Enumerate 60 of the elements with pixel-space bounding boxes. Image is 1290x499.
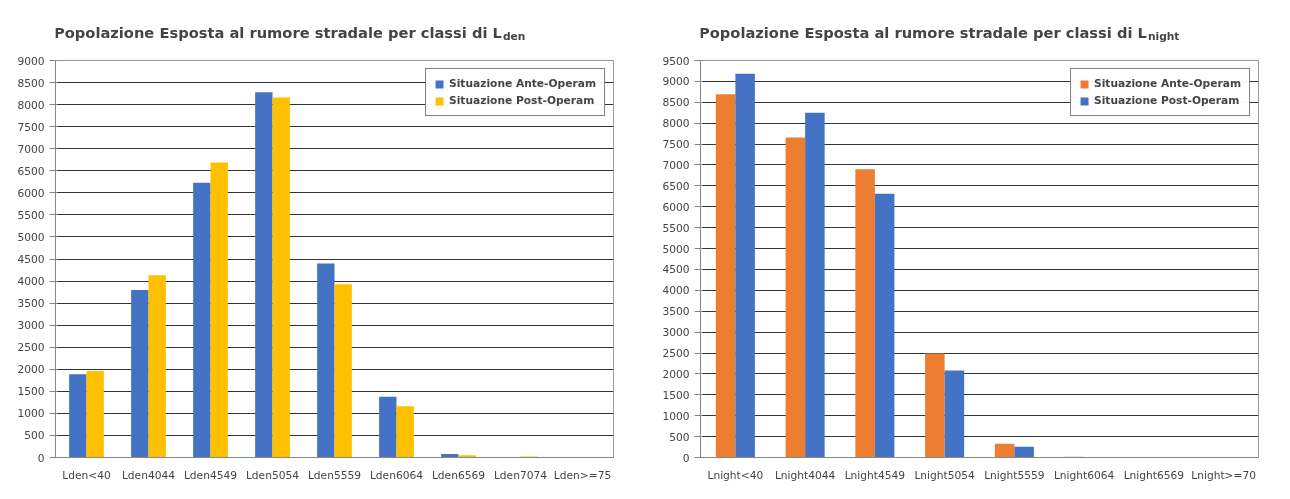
y-tick-label: 0 bbox=[682, 451, 690, 465]
y-tick-label: 7000 bbox=[662, 158, 690, 172]
y-tick-label: 2000 bbox=[17, 363, 45, 377]
y-tick-label: 5000 bbox=[17, 230, 45, 244]
y-tick-label: 6500 bbox=[17, 164, 45, 178]
y-tick-label: 7000 bbox=[17, 142, 45, 156]
y-tick-label: 1500 bbox=[17, 385, 45, 399]
x-tick-label: Lden6569 bbox=[431, 468, 486, 482]
y-tick-label: 0 bbox=[37, 451, 45, 465]
x-tick-label: Lden<40 bbox=[62, 468, 111, 482]
y-tick-label: 4500 bbox=[662, 263, 690, 277]
y-tick-label: 2500 bbox=[17, 341, 45, 355]
y-tick-label: 4500 bbox=[17, 253, 45, 266]
x-tick-label: Lnight5559 bbox=[984, 468, 1045, 482]
x-tick-label: Lden4549 bbox=[183, 468, 238, 482]
y-tick-label: 8500 bbox=[17, 76, 45, 90]
legend-label: Situazione Ante-Operam bbox=[449, 77, 596, 90]
y-tick-label: 3000 bbox=[662, 326, 690, 340]
y-tick-label: 9000 bbox=[17, 54, 45, 68]
x-tick-label: Lnight4044 bbox=[774, 468, 836, 482]
y-tick-label: 2000 bbox=[662, 367, 690, 381]
y-tick-label: 3000 bbox=[17, 319, 45, 333]
y-tick-label: 7500 bbox=[17, 120, 45, 134]
x-tick-label: Lden5054 bbox=[245, 468, 300, 482]
y-tick-label: 500 bbox=[24, 429, 45, 443]
y-tick-label: 8500 bbox=[662, 96, 690, 110]
y-tick-label: 9500 bbox=[662, 54, 690, 68]
y-tick-label: 500 bbox=[669, 430, 690, 444]
y-tick-label: 6000 bbox=[662, 200, 690, 214]
x-tick-label: Lden4044 bbox=[121, 468, 176, 482]
x-tick-label: Lden>=75 bbox=[553, 468, 612, 482]
y-tick-label: 6000 bbox=[17, 186, 45, 200]
legend-label: Situazione Post-Operam bbox=[449, 94, 595, 107]
x-tick-label: Lnight4549 bbox=[844, 468, 906, 482]
y-tick-label: 9000 bbox=[662, 75, 690, 89]
legend-label: Situazione Post-Operam bbox=[1094, 94, 1240, 107]
y-tick-label: 1500 bbox=[662, 388, 690, 402]
x-tick-label: Lnight<40 bbox=[707, 468, 764, 482]
y-tick-label: 5000 bbox=[662, 242, 690, 256]
x-tick-label: Lnight5054 bbox=[914, 468, 976, 482]
y-tick-label: 3500 bbox=[17, 297, 45, 311]
y-tick-label: 5500 bbox=[662, 221, 690, 235]
y-tick-label: 4000 bbox=[662, 284, 690, 298]
y-tick-label: 8000 bbox=[662, 117, 690, 131]
x-tick-label: Lnight>=70 bbox=[1191, 468, 1257, 482]
x-tick-label: Lden5559 bbox=[307, 468, 362, 482]
y-tick-label: 4000 bbox=[17, 275, 45, 289]
y-tick-label: 6500 bbox=[662, 179, 690, 193]
y-tick-label: 1000 bbox=[662, 409, 690, 423]
x-tick-label: Lnight6064 bbox=[1053, 468, 1115, 482]
x-tick-label: Lden7074 bbox=[493, 468, 548, 482]
x-tick-label: Lden6064 bbox=[369, 468, 424, 482]
y-tick-label: 1000 bbox=[17, 407, 45, 421]
x-tick-label: Lnight6569 bbox=[1123, 468, 1185, 482]
y-tick-label: 3500 bbox=[662, 305, 690, 319]
y-tick-label: 8000 bbox=[17, 98, 45, 112]
y-tick-label: 2500 bbox=[662, 347, 690, 361]
y-tick-label: 5500 bbox=[17, 208, 45, 222]
y-tick-label: 7500 bbox=[662, 138, 690, 152]
legend-label: Situazione Ante-Operam bbox=[1094, 77, 1241, 90]
